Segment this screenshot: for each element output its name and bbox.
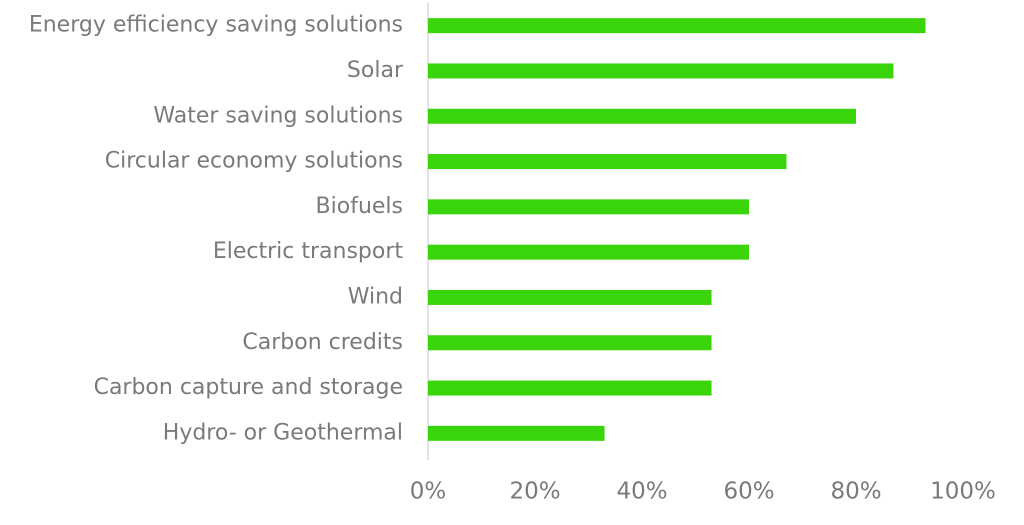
bar [428, 335, 712, 351]
bar [428, 289, 712, 305]
y-tick-label: Carbon credits [242, 330, 403, 355]
bar [428, 154, 787, 170]
y-tick-label: Circular economy solutions [105, 149, 403, 174]
y-tick-label: Wind [348, 284, 403, 309]
x-tick-label: 40% [616, 479, 667, 505]
y-tick-label: Carbon capture and storage [94, 375, 403, 400]
bar [428, 63, 894, 79]
bar [428, 425, 605, 441]
bar [428, 18, 926, 34]
x-tick-label: 100% [930, 479, 996, 505]
y-tick-label: Biofuels [316, 194, 403, 219]
x-tick-label: 60% [723, 479, 774, 505]
x-tick-label: 80% [830, 479, 881, 505]
y-tick-label: Hydro- or Geothermal [163, 420, 403, 445]
bar [428, 380, 712, 396]
y-tick-label: Energy efficiency saving solutions [29, 13, 403, 38]
bar [428, 108, 856, 124]
y-tick-label: Electric transport [213, 239, 404, 264]
y-tick-label: Solar [347, 58, 404, 83]
x-tick-label: 20% [509, 479, 560, 505]
bar [428, 199, 749, 215]
y-tick-label: Water saving solutions [153, 103, 403, 128]
bar [428, 244, 749, 260]
x-tick-label: 0% [410, 479, 447, 505]
